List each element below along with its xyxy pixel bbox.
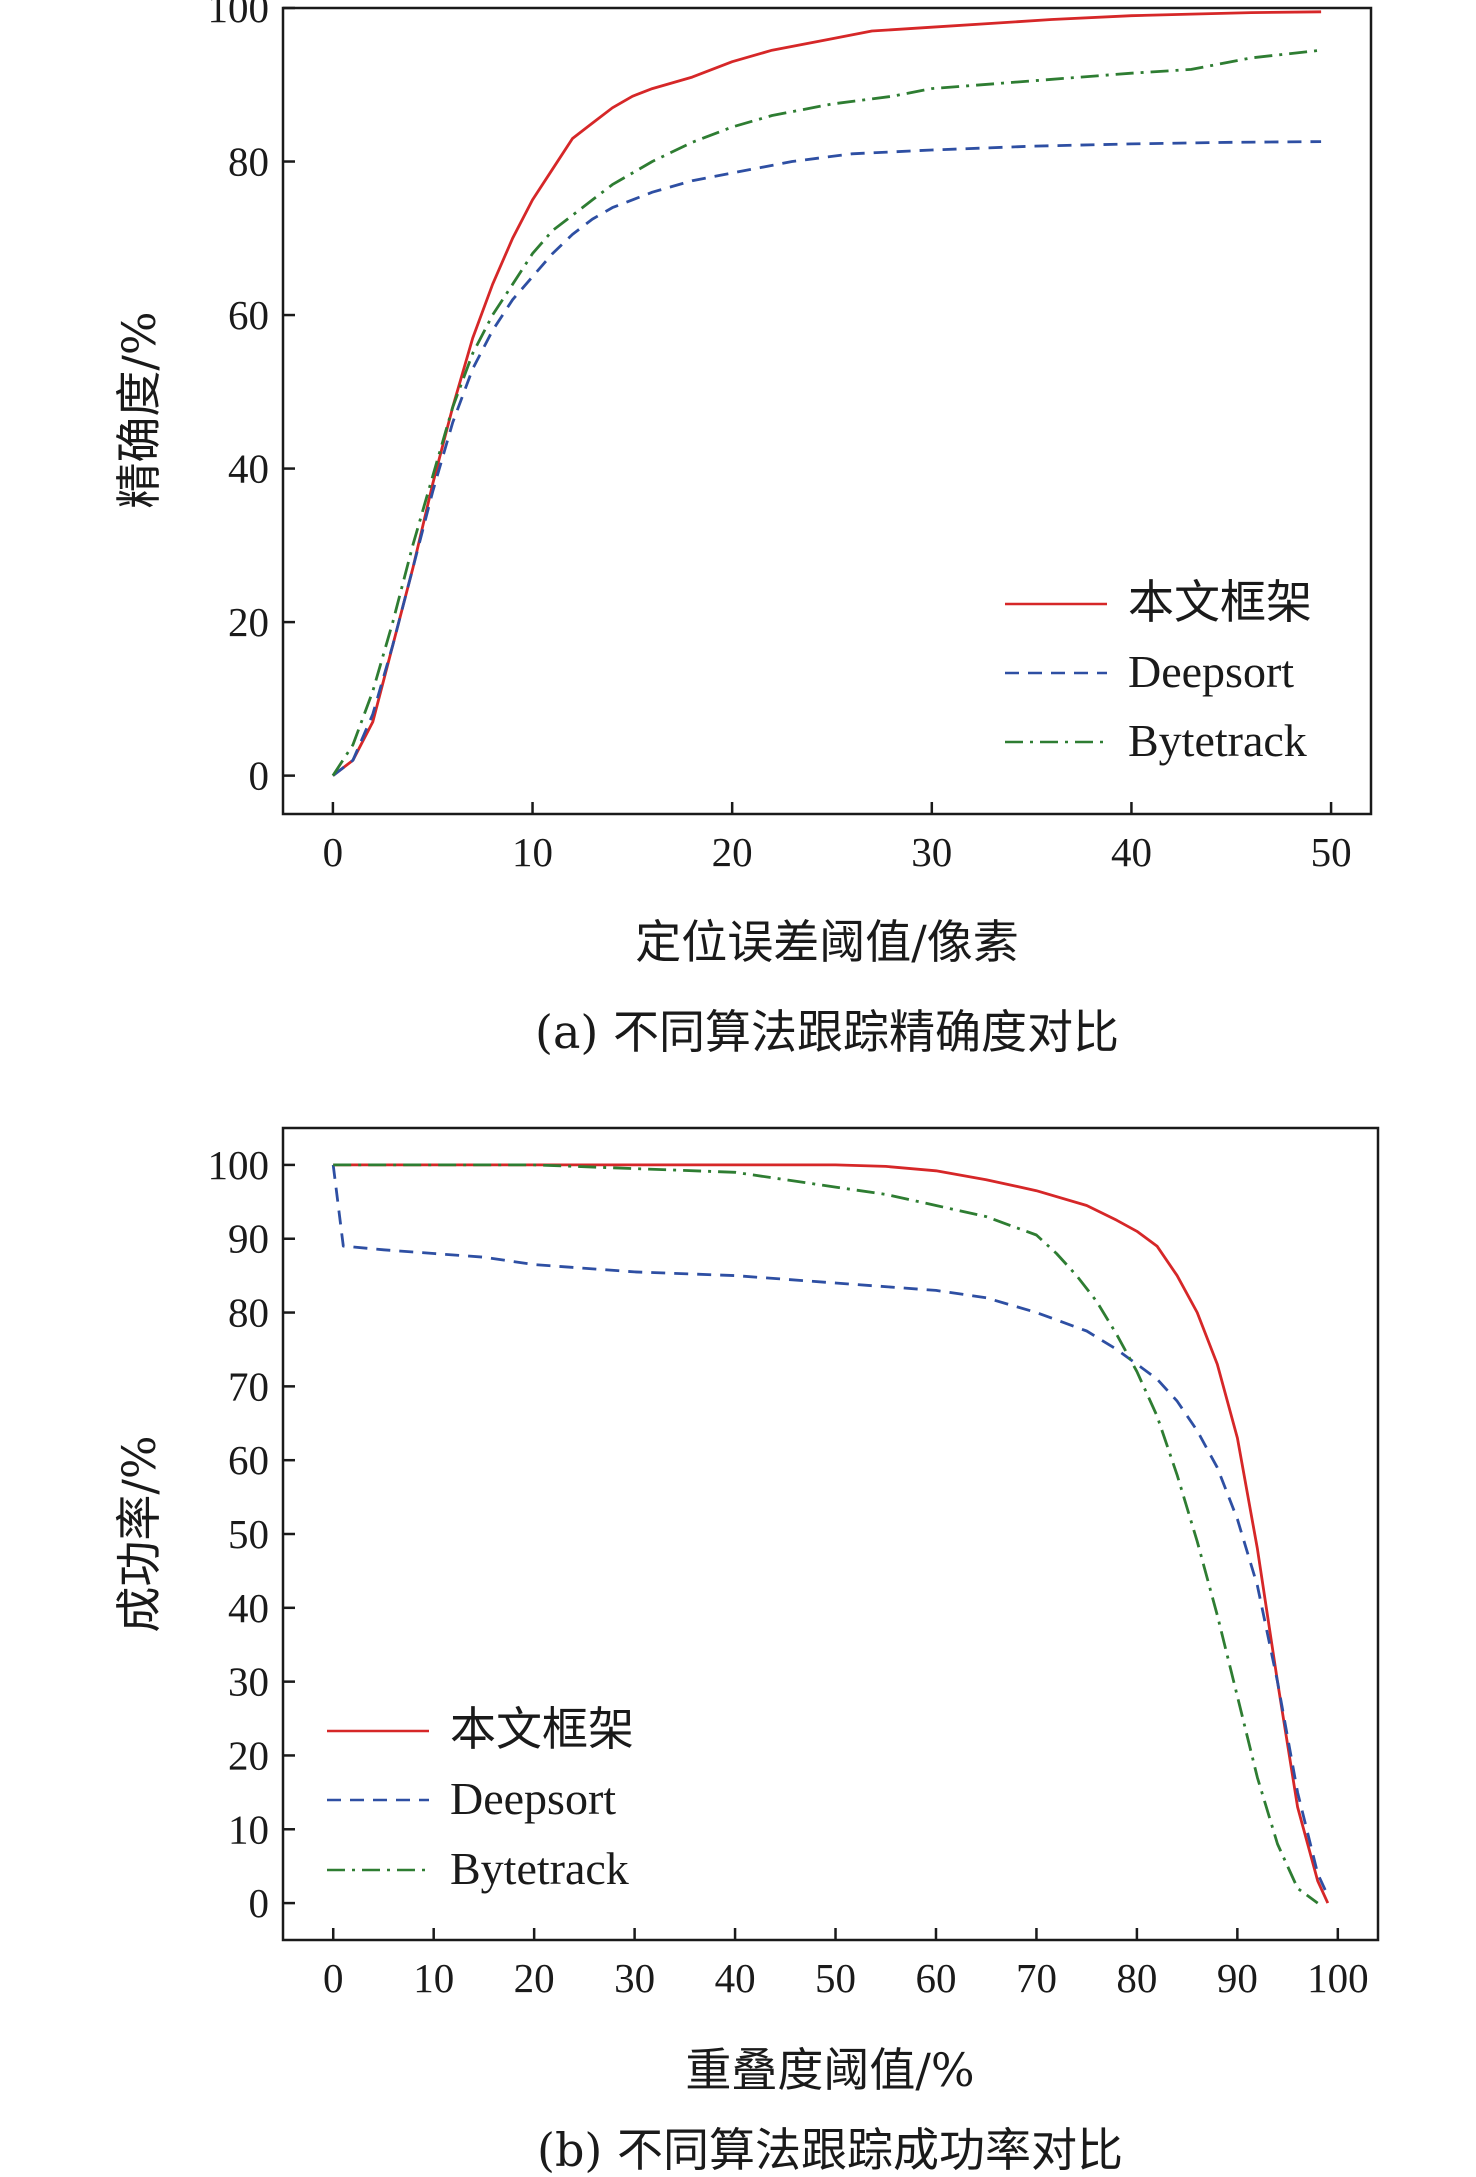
chart-a-x-ticks: 0 10 20 30 40 50 bbox=[323, 802, 1352, 875]
chart-b-series-line-0 bbox=[333, 1163, 1330, 1904]
chart-a-x-axis-title: 定位误差阈值/像素 bbox=[635, 915, 1019, 969]
chart-b-caption: (b) 不同算法跟踪成功率对比 bbox=[537, 2123, 1123, 2177]
chart-b-x-tick-label-9: 90 bbox=[1217, 1955, 1258, 2001]
chart-a-y-ticks: 0 20 40 60 80 100 bbox=[208, 0, 295, 799]
chart-b-x-tick-label-1: 10 bbox=[413, 1955, 454, 2001]
chart-a-y-tick-label-5: 100 bbox=[208, 0, 270, 31]
chart-a-series-line-2 bbox=[331, 48, 1322, 777]
chart-a-x-tick-label-4: 40 bbox=[1111, 829, 1152, 875]
chart-b-y-tick-label-3: 30 bbox=[228, 1659, 269, 1705]
chart-b-y-tick-label-1: 10 bbox=[228, 1806, 269, 1852]
chart-b-y-ticks: 0 10 20 30 40 50 60 70 80 90 100 bbox=[208, 1142, 295, 1926]
chart-a-x-tick-label-2: 20 bbox=[712, 829, 753, 875]
chart-b-y-tick-label-8: 80 bbox=[228, 1290, 269, 1336]
chart-a-legend-label-0: 本文框架 bbox=[1128, 577, 1312, 628]
chart-b-x-tick-label-0: 0 bbox=[323, 1955, 344, 2001]
chart-b-y-tick-label-7: 70 bbox=[228, 1363, 269, 1409]
chart-a-y-axis-title: 精确度/% bbox=[112, 311, 166, 508]
chart-a-y-tick-label-1: 20 bbox=[228, 599, 269, 645]
chart-b-y-tick-label-0: 0 bbox=[249, 1880, 270, 1926]
chart-a-y-tick-label-2: 40 bbox=[228, 446, 269, 492]
chart-b-legend-label-2: Bytetrack bbox=[450, 1843, 629, 1894]
chart-b-y-tick-label-10: 100 bbox=[208, 1142, 270, 1188]
chart-a-x-tick-label-3: 30 bbox=[911, 829, 952, 875]
chart-b-legend-label-0: 本文框架 bbox=[450, 1704, 634, 1755]
chart-b-y-tick-label-4: 40 bbox=[228, 1585, 269, 1631]
chart-b-y-tick-label-2: 20 bbox=[228, 1732, 269, 1778]
chart-a-caption: (a) 不同算法跟踪精确度对比 bbox=[535, 1005, 1119, 1059]
chart-b-x-tick-label-10: 100 bbox=[1307, 1955, 1369, 2001]
chart-b-y-tick-label-9: 90 bbox=[228, 1216, 269, 1262]
chart-b-y-tick-label-6: 60 bbox=[228, 1437, 269, 1483]
chart-b: 0 10 20 30 40 50 60 70 80 90 100 0 10 20 30 40 50 60 70 80… bbox=[112, 1126, 1380, 2177]
chart-b-x-ticks: 0 10 20 30 40 50 60 70 80 90 100 bbox=[323, 1928, 1369, 2001]
chart-b-series-line-1 bbox=[331, 1164, 1330, 1897]
chart-b-plot-frame bbox=[281, 1126, 1380, 1942]
chart-b-series bbox=[331, 1163, 1330, 1905]
chart-a-series-line-1 bbox=[332, 140, 1322, 777]
chart-a-legend-label-2: Bytetrack bbox=[1128, 715, 1307, 766]
chart-b-y-axis-title: 成功率/% bbox=[112, 1435, 166, 1632]
chart-a-x-tick-label-1: 10 bbox=[512, 829, 553, 875]
chart-b-x-tick-label-3: 30 bbox=[614, 1955, 655, 2001]
chart-a-y-tick-label-0: 0 bbox=[249, 753, 270, 799]
chart-a-series bbox=[331, 10, 1322, 777]
chart-a-legend-label-1: Deepsort bbox=[1128, 646, 1294, 697]
chart-a-x-tick-label-5: 50 bbox=[1311, 829, 1352, 875]
chart-b-y-tick-label-5: 50 bbox=[228, 1511, 269, 1557]
chart-a: 0 20 40 60 80 100 0 10 20 30 40 50 精确度/% 定位误差阈值/像素… bbox=[112, 0, 1373, 1059]
chart-a-plot-frame bbox=[281, 6, 1373, 816]
chart-b-x-tick-label-7: 70 bbox=[1016, 1955, 1057, 2001]
chart-b-x-tick-label-5: 50 bbox=[815, 1955, 856, 2001]
chart-a-x-tick-label-0: 0 bbox=[323, 829, 344, 875]
chart-b-x-tick-label-6: 60 bbox=[915, 1955, 956, 2001]
chart-a-y-tick-label-4: 80 bbox=[228, 139, 269, 185]
chart-b-x-axis-title: 重叠度阈值/% bbox=[685, 2043, 974, 2097]
chart-a-legend: 本文框架 Deepsort Bytetrack bbox=[1005, 577, 1312, 766]
chart-b-x-tick-label-2: 20 bbox=[514, 1955, 555, 2001]
chart-b-legend-label-1: Deepsort bbox=[450, 1773, 616, 1824]
chart-b-x-tick-label-4: 40 bbox=[715, 1955, 756, 2001]
chart-b-x-tick-label-8: 80 bbox=[1116, 1955, 1157, 2001]
chart-a-y-tick-label-3: 60 bbox=[228, 292, 269, 338]
chart-b-legend: 本文框架 Deepsort Bytetrack bbox=[327, 1704, 634, 1894]
